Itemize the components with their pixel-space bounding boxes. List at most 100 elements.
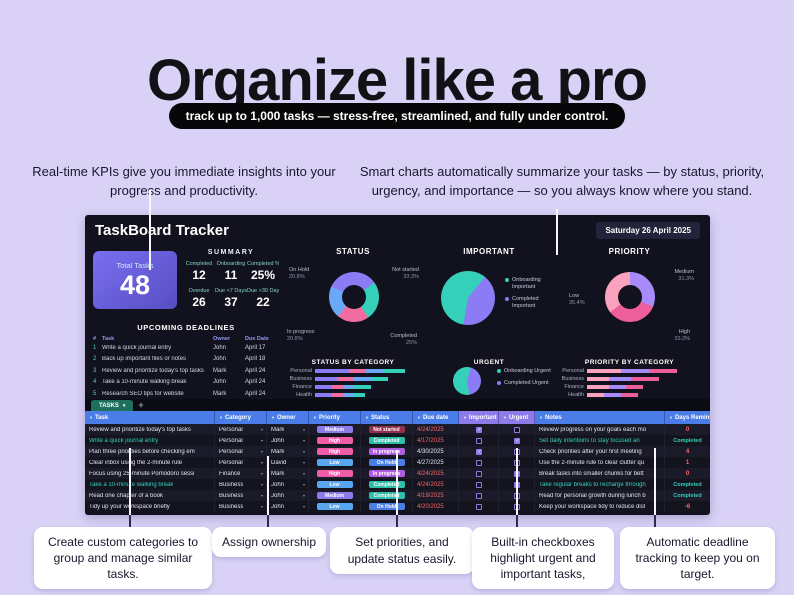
status-cell[interactable]: In progress	[361, 446, 413, 457]
important-checkbox[interactable]	[475, 492, 482, 499]
column-header-priority[interactable]: ▼ Priority	[309, 411, 361, 424]
status-pill[interactable]: On Hold	[368, 459, 405, 466]
status-cell[interactable]: Completed	[361, 490, 413, 501]
status-cell[interactable]: Not started	[361, 424, 413, 435]
owner-cell[interactable]: John ▾	[267, 479, 309, 490]
due-date-cell[interactable]: 4/17/2025	[413, 435, 459, 446]
urgent-checkbox[interactable]	[513, 426, 520, 433]
notes-cell[interactable]: Use the 2-minute rule to clear clutter q…	[535, 457, 665, 468]
category-cell[interactable]: Business ▾	[215, 479, 267, 490]
category-cell[interactable]: Personal ▾	[215, 457, 267, 468]
column-header-task[interactable]: ▼ Task	[85, 411, 215, 424]
priority-cell[interactable]: Medium	[309, 490, 361, 501]
priority-pill[interactable]: High	[316, 437, 353, 444]
task-cell[interactable]: Focus using 25-minute Pomodoro sessi	[85, 468, 215, 479]
urgent-checkbox[interactable]	[513, 437, 521, 444]
task-cell[interactable]: Clear inbox using the 2-minute rule	[85, 457, 215, 468]
priority-pill[interactable]: Low	[316, 481, 353, 488]
column-header-days-remaining[interactable]: ▼Days Remining	[665, 411, 710, 424]
task-cell[interactable]: Take a 10-minute walking break	[85, 479, 215, 490]
tasks-sheet-tab[interactable]: TASKS ▾	[91, 400, 134, 411]
status-cell[interactable]: Completed	[361, 435, 413, 446]
priority-pill[interactable]: Low	[316, 503, 353, 510]
priority-cell[interactable]: High	[309, 468, 361, 479]
status-pill[interactable]: Completed	[368, 481, 405, 488]
important-checkbox[interactable]	[475, 503, 482, 510]
task-cell[interactable]: Read one chapter of a book	[85, 490, 215, 501]
column-header-due-date[interactable]: ▼ Due date	[413, 411, 459, 424]
status-pill[interactable]: On Hold	[368, 503, 405, 510]
owner-cell[interactable]: John ▾	[267, 501, 309, 512]
task-cell[interactable]: Review and prioritize today's top tasks	[85, 424, 215, 435]
column-header-category[interactable]: ▼ Category	[215, 411, 267, 424]
priority-cell[interactable]: Medium	[309, 424, 361, 435]
category-cell[interactable]: Finance ▾	[215, 468, 267, 479]
owner-cell[interactable]: Mark ▾	[267, 424, 309, 435]
priority-cell[interactable]: High	[309, 435, 361, 446]
callout-ownership: Assign ownership	[212, 527, 326, 557]
status-pill[interactable]: In progress	[368, 448, 405, 455]
notes-cell[interactable]: Check priorities after your first meetin…	[535, 446, 665, 457]
status-pill[interactable]: Completed	[368, 492, 405, 499]
owner-cell[interactable]: Mark ▾	[267, 468, 309, 479]
priority-pill[interactable]: Medium	[316, 492, 353, 499]
category-cell[interactable]: Personal ▾	[215, 435, 267, 446]
important-checkbox[interactable]	[475, 448, 483, 455]
status-donut-chart	[329, 272, 379, 322]
notes-cell[interactable]: Take regular breaks to recharge through	[535, 479, 665, 490]
add-sheet-button[interactable]: +	[138, 400, 144, 410]
important-checkbox[interactable]	[475, 470, 482, 477]
due-date-cell[interactable]: 4/20/2025	[413, 501, 459, 512]
priority-cell[interactable]: Low	[309, 457, 361, 468]
status-cell[interactable]: In progress	[361, 468, 413, 479]
column-header-urgent[interactable]: ▼ Urgent	[499, 411, 535, 424]
column-header-important[interactable]: ▼ Important	[459, 411, 499, 424]
notes-cell[interactable]: Break tasks into smaller chunks for bett	[535, 468, 665, 479]
page-title: Organize like a pro	[147, 47, 648, 113]
filter-icon: ▼	[365, 415, 369, 420]
priority-cell[interactable]: High	[309, 446, 361, 457]
category-cell[interactable]: Personal ▾	[215, 446, 267, 457]
table-row: Review and prioritize today's top tasks …	[85, 424, 710, 435]
status-cell[interactable]: On Hold	[361, 457, 413, 468]
priority-cell[interactable]: Low	[309, 501, 361, 512]
task-cell[interactable]: Plan three priorities before checking em	[85, 446, 215, 457]
owner-cell[interactable]: John ▾	[267, 490, 309, 501]
status-pill[interactable]: Completed	[368, 437, 405, 444]
notes-cell[interactable]: Read for personal growth during lunch b	[535, 490, 665, 501]
category-cell[interactable]: Personal ▾	[215, 424, 267, 435]
priority-cell[interactable]: Low	[309, 479, 361, 490]
notes-cell[interactable]: Review progress on your goals each mo	[535, 424, 665, 435]
task-cell[interactable]: Tidy up your workspace briefly	[85, 501, 215, 512]
important-checkbox[interactable]	[475, 426, 483, 433]
task-cell[interactable]: Write a quick journal entry	[85, 435, 215, 446]
notes-cell[interactable]: Set daily intentions to stay focused an	[535, 435, 665, 446]
due-date-cell[interactable]: 4/24/2025	[413, 424, 459, 435]
category-cell[interactable]: Business ▾	[215, 490, 267, 501]
notes-cell[interactable]: Keep your workspace tidy to reduce dist	[535, 501, 665, 512]
owner-cell[interactable]: Mark ▾	[267, 446, 309, 457]
column-header-owner[interactable]: ▼ Owner	[267, 411, 309, 424]
status-cell[interactable]: Completed	[361, 479, 413, 490]
status-cell[interactable]: On Hold	[361, 501, 413, 512]
due-date-cell[interactable]: 4/24/2025	[413, 479, 459, 490]
owner-cell[interactable]: John ▾	[267, 435, 309, 446]
status-pill[interactable]: Not started	[368, 426, 405, 433]
status-pill[interactable]: In progress	[368, 470, 405, 477]
important-checkbox[interactable]	[475, 437, 482, 444]
due-date-cell[interactable]: 4/27/2025	[413, 457, 459, 468]
column-header-notes[interactable]: ▼ Notes	[535, 411, 665, 424]
priority-pill[interactable]: Low	[316, 459, 353, 466]
due-date-cell[interactable]: 4/19/2025	[413, 490, 459, 501]
due-date-cell[interactable]: 4/24/2025	[413, 468, 459, 479]
important-checkbox[interactable]	[475, 459, 482, 466]
bar-segment	[621, 368, 649, 373]
priority-pill[interactable]: Medium	[316, 426, 353, 433]
important-checkbox[interactable]	[475, 481, 482, 488]
column-header-status[interactable]: ▼ Status	[361, 411, 413, 424]
priority-pill[interactable]: High	[316, 470, 353, 477]
owner-cell[interactable]: David ▾	[267, 457, 309, 468]
priority-pill[interactable]: High	[316, 448, 353, 455]
category-cell[interactable]: Business ▾	[215, 501, 267, 512]
due-date-cell[interactable]: 4/30/2025	[413, 446, 459, 457]
